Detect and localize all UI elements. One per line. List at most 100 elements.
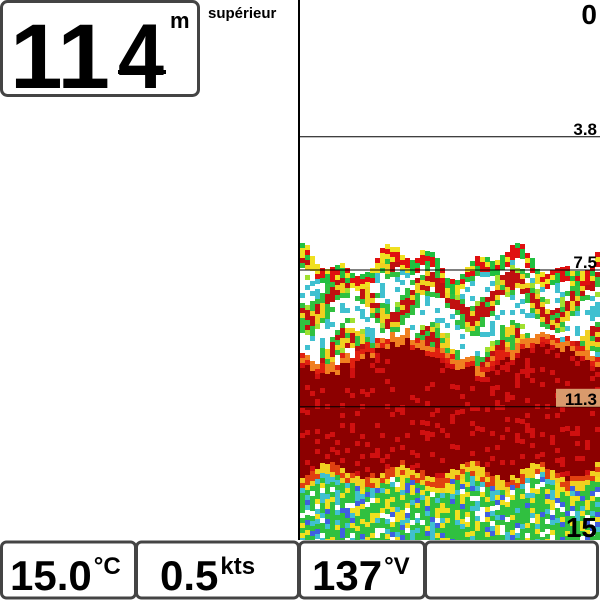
- echo-cell: [315, 479, 320, 484]
- echo-cell: [500, 455, 505, 460]
- echo-cell: [465, 407, 470, 412]
- echo-cell: [415, 348, 420, 353]
- echo-cell: [490, 456, 495, 461]
- echo-cell: [520, 519, 525, 524]
- echo-cell: [335, 350, 340, 355]
- echo-cell: [315, 499, 320, 504]
- echo-cell: [500, 420, 505, 425]
- echo-cell: [440, 398, 445, 403]
- echo-cell: [490, 436, 495, 441]
- echo-cell: [595, 332, 600, 337]
- echo-cell: [485, 452, 490, 457]
- echo-cell: [595, 272, 600, 277]
- echo-cell: [510, 255, 515, 260]
- echo-cell: [590, 331, 595, 336]
- echo-cell: [370, 518, 375, 523]
- echo-cell: [500, 435, 505, 440]
- echo-cell: [545, 324, 550, 329]
- echo-cell: [515, 533, 520, 538]
- echo-cell: [330, 287, 335, 292]
- echo-cell: [475, 426, 480, 431]
- echo-cell: [505, 342, 510, 347]
- echo-cell: [565, 381, 570, 386]
- echo-cell: [335, 425, 340, 430]
- echo-cell: [505, 272, 510, 277]
- echo-cell: [350, 513, 355, 518]
- echo-cell: [500, 510, 505, 515]
- echo-cell: [490, 446, 495, 451]
- echo-cell: [560, 512, 565, 517]
- echo-cell: [565, 441, 570, 446]
- echo-cell: [550, 335, 555, 340]
- echo-cell: [520, 284, 525, 289]
- echo-cell: [310, 291, 315, 296]
- echo-cell: [385, 384, 390, 389]
- echo-cell: [335, 370, 340, 375]
- echo-cell: [545, 379, 550, 384]
- echo-cell: [430, 357, 435, 362]
- echo-cell: [410, 455, 415, 460]
- footer-box: [424, 540, 599, 600]
- echo-cell: [590, 496, 595, 501]
- echo-cell: [355, 381, 360, 386]
- echo-cell: [340, 293, 345, 298]
- echo-cell: [455, 400, 460, 405]
- echo-cell: [415, 458, 420, 463]
- echo-cell: [485, 352, 490, 357]
- echo-cell: [445, 393, 450, 398]
- echo-cell: [370, 483, 375, 488]
- echo-cell: [570, 371, 575, 376]
- echo-cell: [515, 398, 520, 403]
- echo-cell: [325, 484, 330, 489]
- echo-cell: [470, 516, 475, 521]
- echo-cell: [540, 467, 545, 472]
- echo-cell: [435, 508, 440, 513]
- echo-cell: [300, 388, 305, 393]
- echo-cell: [475, 461, 480, 466]
- echo-cell: [475, 381, 480, 386]
- echo-cell: [405, 288, 410, 293]
- echo-cell: [435, 258, 440, 263]
- echo-cell: [365, 477, 370, 482]
- echo-cell: [510, 485, 515, 490]
- echo-cell: [490, 496, 495, 501]
- echo-cell: [440, 473, 445, 478]
- echo-cell: [535, 509, 540, 514]
- echo-cell: [540, 492, 545, 497]
- echo-cell: [310, 531, 315, 536]
- echo-cell: [565, 316, 570, 321]
- echo-cell: [355, 376, 360, 381]
- echo-cell: [315, 319, 320, 324]
- echo-cell: [515, 383, 520, 388]
- echo-cell: [430, 527, 435, 532]
- echo-cell: [300, 488, 305, 493]
- echo-cell: [325, 499, 330, 504]
- echo-cell: [440, 528, 445, 533]
- echo-cell: [425, 531, 430, 536]
- echo-cell: [590, 311, 595, 316]
- echo-cell: [375, 463, 380, 468]
- echo-cell: [425, 296, 430, 301]
- echo-cell: [330, 462, 335, 467]
- echo-cell: [325, 319, 330, 324]
- echo-cell: [310, 306, 315, 311]
- echo-cell: [495, 495, 500, 500]
- echo-cell: [525, 508, 530, 513]
- echo-cell: [430, 507, 435, 512]
- echo-cell: [345, 528, 350, 533]
- echo-cell: [300, 383, 305, 388]
- echo-cell: [535, 524, 540, 529]
- echo-cell: [545, 479, 550, 484]
- echo-cell: [310, 516, 315, 521]
- echo-cell: [490, 461, 495, 466]
- echo-cell: [525, 313, 530, 318]
- echo-cell: [435, 428, 440, 433]
- echo-cell: [530, 348, 535, 353]
- echo-cell: [435, 503, 440, 508]
- echo-cell: [395, 432, 400, 437]
- echo-cell: [590, 471, 595, 476]
- echo-cell: [510, 510, 515, 515]
- echo-cell: [545, 344, 550, 349]
- echo-cell: [350, 398, 355, 403]
- echo-cell: [545, 534, 550, 539]
